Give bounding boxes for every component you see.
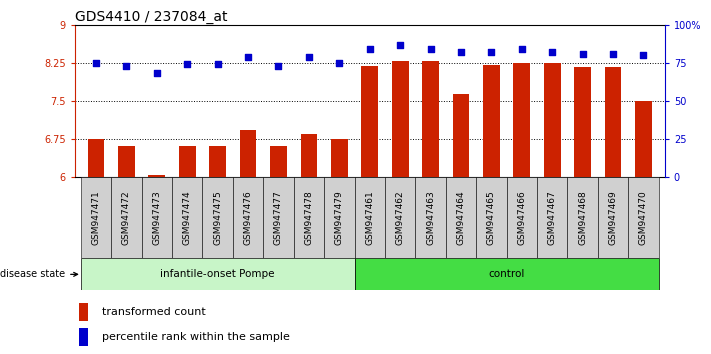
Bar [209, 145, 226, 177]
Bar [355, 177, 385, 258]
Text: GSM947468: GSM947468 [578, 190, 587, 245]
Bar [361, 67, 378, 177]
Bar [232, 177, 263, 258]
Bar [172, 177, 203, 258]
Text: GSM947478: GSM947478 [304, 190, 314, 245]
Bar [179, 145, 196, 177]
Text: GSM947470: GSM947470 [639, 190, 648, 245]
Bar [507, 177, 537, 258]
Text: GSM947477: GSM947477 [274, 190, 283, 245]
Point [577, 51, 588, 57]
Point [455, 49, 466, 55]
Bar [79, 328, 88, 346]
Text: GSM947474: GSM947474 [183, 190, 192, 245]
Bar [81, 177, 111, 258]
Bar [149, 176, 165, 177]
Point [303, 54, 314, 59]
Bar [574, 67, 591, 177]
Point [607, 51, 619, 57]
Point [425, 46, 437, 52]
Bar [605, 67, 621, 177]
Bar [240, 130, 257, 177]
Text: GSM947479: GSM947479 [335, 190, 344, 245]
Text: transformed count: transformed count [102, 307, 206, 317]
Bar [635, 101, 652, 177]
Text: GSM947476: GSM947476 [244, 190, 252, 245]
Point [395, 42, 406, 47]
Bar [544, 63, 560, 177]
Bar [415, 177, 446, 258]
Text: infantile-onset Pompe: infantile-onset Pompe [161, 269, 275, 279]
Bar [87, 139, 105, 177]
Text: GDS4410 / 237084_at: GDS4410 / 237084_at [75, 10, 227, 24]
Point [181, 62, 193, 67]
Bar [598, 177, 629, 258]
Bar [203, 177, 232, 258]
Text: GSM947469: GSM947469 [609, 190, 618, 245]
Text: GSM947466: GSM947466 [518, 190, 526, 245]
Bar [270, 145, 287, 177]
Point [486, 49, 497, 55]
Text: GSM947464: GSM947464 [456, 190, 466, 245]
Point [242, 54, 254, 59]
Point [212, 62, 223, 67]
Text: percentile rank within the sample: percentile rank within the sample [102, 332, 290, 342]
Text: control: control [488, 269, 525, 279]
Bar [79, 303, 88, 321]
Bar [81, 258, 355, 290]
Text: GSM947462: GSM947462 [395, 190, 405, 245]
Point [547, 49, 558, 55]
Bar [385, 177, 415, 258]
Bar [567, 177, 598, 258]
Bar [355, 258, 658, 290]
Bar [294, 177, 324, 258]
Point [273, 63, 284, 69]
Text: disease state: disease state [0, 269, 77, 279]
Bar [629, 177, 658, 258]
Bar [513, 63, 530, 177]
Point [151, 71, 163, 76]
Point [364, 46, 375, 52]
Bar [422, 61, 439, 177]
Text: GSM947465: GSM947465 [487, 190, 496, 245]
Text: GSM947471: GSM947471 [92, 190, 100, 245]
Text: GSM947463: GSM947463 [426, 190, 435, 245]
Point [90, 60, 102, 66]
Bar [118, 145, 134, 177]
Text: GSM947467: GSM947467 [547, 190, 557, 245]
Bar [301, 135, 317, 177]
Bar [263, 177, 294, 258]
Bar [537, 177, 567, 258]
Bar [141, 177, 172, 258]
Bar [453, 94, 469, 177]
Bar [446, 177, 476, 258]
Text: GSM947472: GSM947472 [122, 190, 131, 245]
Bar [483, 65, 500, 177]
Point [333, 60, 345, 66]
Point [638, 52, 649, 58]
Bar [476, 177, 507, 258]
Bar [111, 177, 141, 258]
Text: GSM947461: GSM947461 [365, 190, 374, 245]
Bar [392, 61, 409, 177]
Bar [331, 139, 348, 177]
Point [516, 46, 528, 52]
Text: GSM947475: GSM947475 [213, 190, 222, 245]
Bar [324, 177, 355, 258]
Text: GSM947473: GSM947473 [152, 190, 161, 245]
Point [121, 63, 132, 69]
